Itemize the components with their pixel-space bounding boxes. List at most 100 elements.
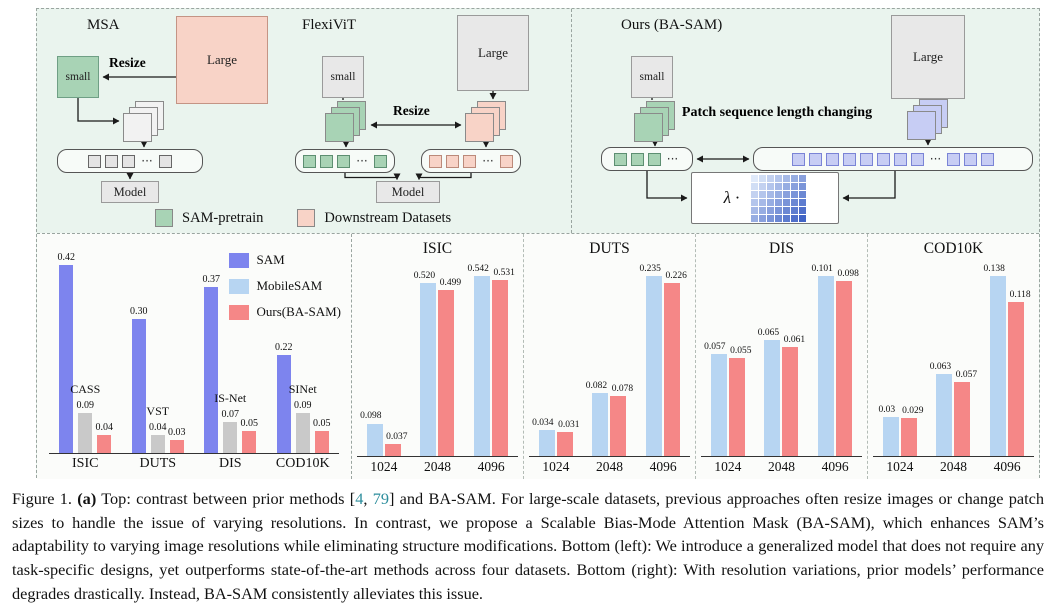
patch-cell [158, 154, 172, 168]
msa-small-to-stack-arrow [77, 98, 120, 125]
attention-mask-cell [767, 174, 775, 182]
bar-ours [836, 281, 853, 456]
bar-value-label: 0.082 [585, 381, 608, 392]
attention-mask-cell [775, 206, 783, 214]
attention-mask-cell [799, 206, 807, 214]
bar-mobilesam [882, 416, 899, 456]
bar-value-label: 0.061 [783, 335, 806, 346]
ours-short-patch-sequence: ··· [601, 147, 693, 171]
attention-mask-cell [751, 198, 759, 206]
chart-plot: 0.034 0.031 0.082 0.078 0.235 0.226 [529, 262, 690, 457]
bar-slot-mobilesam: 0.065 [758, 262, 781, 456]
bar-group: 0.138 0.118 [983, 262, 1031, 456]
bar-slot-sam: 0.37 [203, 246, 220, 453]
ours-large-patch-stack [907, 99, 951, 143]
bar-slot-ours: 0.118 [1008, 262, 1031, 456]
attention-mask-cell [751, 214, 759, 222]
bar-slot-ours: 0.531 [492, 262, 515, 456]
attention-mask-cell [759, 214, 767, 222]
method-label: CASS [70, 381, 101, 396]
attention-mask-cell [767, 198, 775, 206]
bar-ours [242, 430, 257, 453]
ellipsis: ··· [482, 154, 494, 168]
figure-caption: Figure 1. (a) Top: contrast between prio… [12, 487, 1044, 605]
attention-mask-cell [783, 174, 791, 182]
category-label: 4096 [993, 459, 1021, 474]
bar-mobilesam [990, 276, 1007, 456]
attention-mask-cell [759, 174, 767, 182]
bar-slot-mobilesam: 0.098 [360, 262, 383, 456]
bar-sam [204, 287, 219, 453]
bar-sota [150, 435, 165, 453]
category-label: 1024 [542, 459, 570, 474]
bar-value-label: 0.101 [811, 264, 833, 274]
bar-slot-ours: 0.04 [96, 246, 113, 453]
patch-cell [808, 152, 822, 166]
bar-ours [1008, 302, 1025, 456]
chart-axis-labels: 1024 2048 4096 [873, 459, 1034, 477]
attention-mask-cell [767, 206, 775, 214]
ellipsis: ··· [929, 152, 942, 166]
bar-slot-mobilesam: 0.063 [930, 262, 953, 456]
patch-cell [613, 152, 627, 166]
bar-sota [78, 412, 93, 453]
bar-slot-sam: 0.30 [130, 246, 148, 453]
bar-slot-sota: 0.09 CASS [70, 246, 100, 453]
bar-value-label: 0.520 [413, 271, 436, 282]
bar-group: 0.37 0.07 IS-Net 0.05 [203, 246, 258, 453]
chart-axis-labels: 1024 2048 4096 [357, 459, 518, 477]
bar-value-label: 0.03 [878, 404, 896, 415]
citation-link[interactable]: 4 [355, 489, 364, 508]
legend-label: Downstream Datasets [324, 209, 452, 226]
bar-slot-ours: 0.061 [782, 262, 805, 456]
msa-patch-stack [123, 101, 167, 145]
bar-value-label: 0.031 [558, 420, 580, 431]
bar-ours [314, 430, 329, 453]
chart-plot: 0.057 0.055 0.065 0.061 0.101 0.098 [701, 262, 862, 457]
patch-cell [122, 154, 136, 168]
attention-mask-cell [767, 182, 775, 190]
bar-slot-mobilesam: 0.138 [983, 262, 1007, 456]
bar-slot-mobilesam: 0.542 [467, 262, 491, 456]
bar-value-label: 0.30 [130, 305, 148, 317]
bar-mobilesam [366, 423, 383, 456]
bar-value-label: 0.42 [57, 252, 76, 263]
attention-mask-cell [767, 190, 775, 198]
chart-panel-dis: DIS 0.057 0.055 0.065 0.061 0.101 0.098 1024 2… [695, 234, 867, 479]
bar-value-label: 0.03 [168, 426, 186, 438]
attention-mask-cell [751, 174, 759, 182]
msa-small-image-box: small [57, 56, 99, 98]
bar-slot-ours: 0.098 [836, 262, 859, 456]
bar-group: 0.03 0.029 [879, 262, 924, 456]
bar-group: 0.42 0.09 CASS 0.04 [57, 246, 113, 453]
bar-slot-sam: 0.42 [57, 246, 76, 453]
attention-mask-grid [751, 174, 807, 222]
bar-ours [556, 432, 573, 456]
bar-slot-mobilesam: 0.082 [586, 262, 609, 456]
attention-mask-cell [783, 190, 791, 198]
method-label: SINet [288, 381, 317, 396]
legend-item-mobilesam: MobileSAM [228, 278, 342, 294]
ours-swatch [228, 304, 249, 320]
bar-mobilesam [646, 276, 663, 456]
bar-slot-mobilesam: 0.03 [879, 262, 899, 456]
attention-mask-cell [799, 182, 807, 190]
ellipsis: ··· [141, 154, 153, 168]
attention-mask-cell [791, 182, 799, 190]
chart-axis-labels: 1024 2048 4096 [529, 459, 690, 477]
bar-value-label: 0.07 [221, 408, 240, 420]
flexivit-resize-label: Resize [393, 103, 430, 118]
patch-cell [88, 154, 102, 168]
attention-mask-cell [775, 190, 783, 198]
caption-text: , [363, 489, 373, 508]
method-label: VST [146, 404, 170, 419]
attention-mask-cell [767, 214, 775, 222]
attention-mask-cell [799, 214, 807, 222]
citation-link[interactable]: 79 [372, 489, 389, 508]
chart-panel-duts: DUTS 0.034 0.031 0.082 0.078 0.235 0.226 1024… [523, 234, 695, 479]
bar-slot-sota: 0.07 IS-Net [214, 246, 246, 453]
category-label: 2048 [767, 459, 795, 474]
category-label: DIS [218, 456, 242, 471]
flexivit-small-image-box: small [322, 56, 364, 98]
